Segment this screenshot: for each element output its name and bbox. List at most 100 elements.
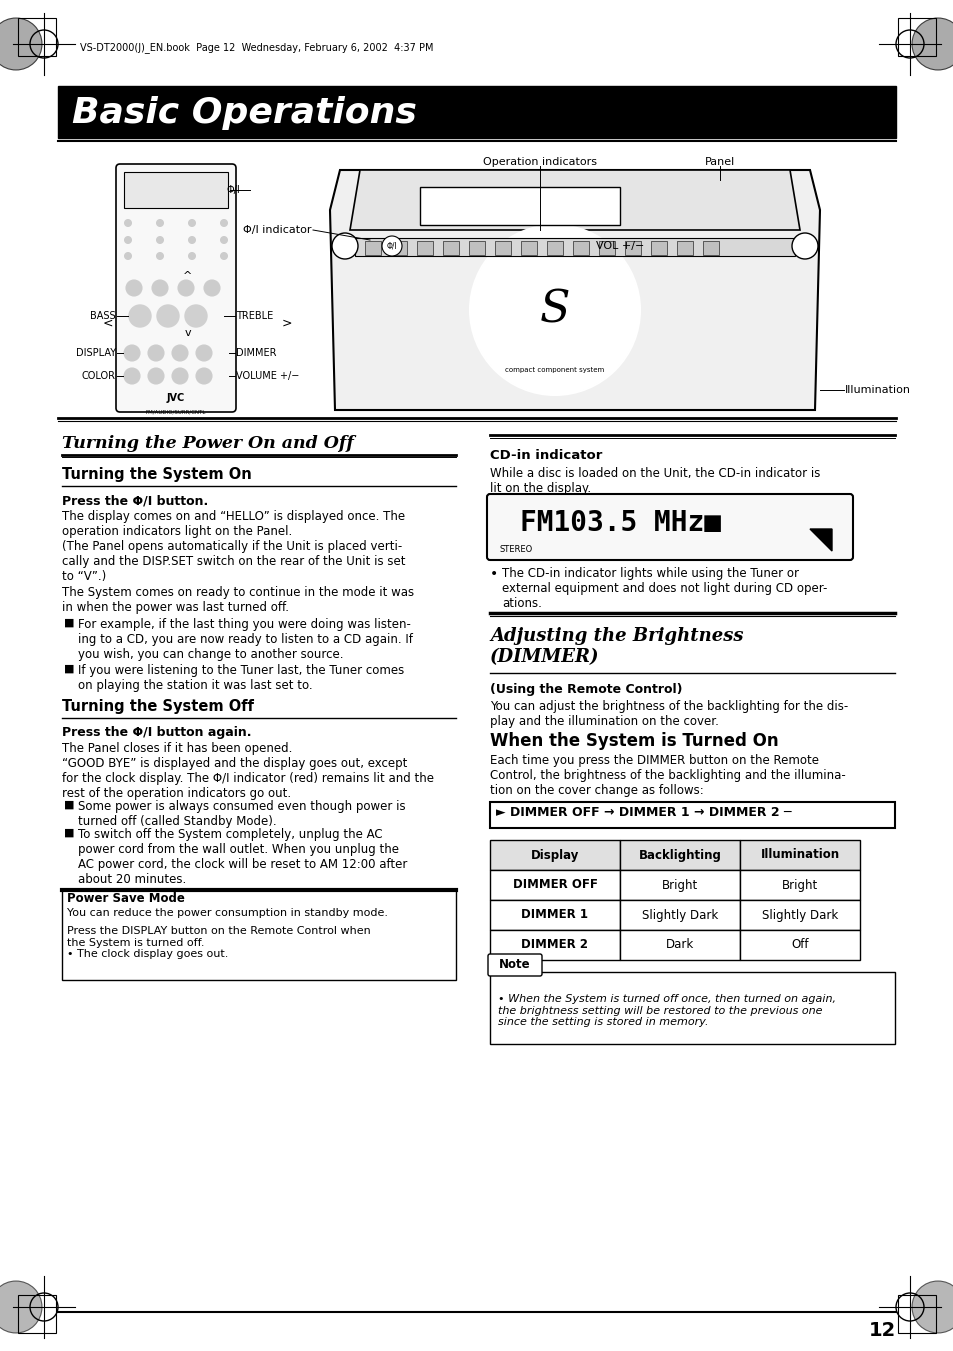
Polygon shape (350, 170, 800, 230)
Text: Turning the Power On and Off: Turning the Power On and Off (62, 435, 354, 453)
Text: STEREO: STEREO (499, 544, 533, 554)
Text: VOL +/−: VOL +/− (596, 240, 643, 251)
Text: <: < (103, 316, 113, 330)
Bar (619, 840, 740, 870)
Bar (416, 240, 433, 255)
Text: Slightly Dark: Slightly Dark (761, 908, 838, 921)
Text: DIMMER: DIMMER (235, 349, 276, 358)
Circle shape (124, 345, 140, 361)
Circle shape (470, 226, 639, 394)
Text: Backlighting: Backlighting (638, 848, 720, 862)
Text: Bright: Bright (781, 878, 818, 892)
Circle shape (152, 280, 168, 296)
Text: While a disc is loaded on the Unit, the CD-in indicator is
lit on the display.: While a disc is loaded on the Unit, the … (490, 467, 820, 494)
Text: Basic Operations: Basic Operations (71, 96, 416, 130)
Bar (419, 186, 619, 226)
Text: The CD-in indicator lights while using the Tuner or
external equipment and does : The CD-in indicator lights while using t… (501, 567, 826, 611)
Circle shape (220, 253, 227, 259)
FancyBboxPatch shape (116, 163, 235, 412)
Bar (740, 929, 859, 961)
Text: Power Save Mode: Power Save Mode (67, 892, 185, 905)
FancyBboxPatch shape (486, 494, 852, 561)
Circle shape (195, 367, 212, 384)
Text: FM/AUDIO/SURR/CNTL: FM/AUDIO/SURR/CNTL (146, 409, 206, 415)
Bar (124, 172, 228, 208)
Text: Φ/I: Φ/I (227, 185, 240, 195)
Bar (677, 240, 692, 255)
Text: TREBLE: TREBLE (235, 311, 273, 322)
Bar (598, 240, 615, 255)
Bar (490, 870, 619, 900)
Text: JVC: JVC (167, 393, 185, 403)
Text: ■: ■ (64, 828, 74, 838)
Bar (490, 802, 894, 828)
Text: Φ/I: Φ/I (386, 242, 397, 250)
Text: Adjusting the Brightness
(DIMMER): Adjusting the Brightness (DIMMER) (490, 627, 742, 666)
Bar (490, 971, 894, 1044)
Text: Panel: Panel (704, 157, 735, 168)
Bar (702, 240, 719, 255)
Circle shape (0, 18, 42, 70)
Circle shape (195, 345, 212, 361)
Circle shape (189, 219, 195, 227)
Text: Display: Display (530, 848, 578, 862)
Text: Each time you press the DIMMER button on the Remote
Control, the brightness of t: Each time you press the DIMMER button on… (490, 754, 845, 797)
Text: DISPLAY: DISPLAY (76, 349, 116, 358)
Bar (740, 840, 859, 870)
Circle shape (126, 280, 142, 296)
Bar (62, 890, 456, 979)
Bar (58, 86, 895, 138)
Circle shape (125, 219, 132, 227)
Bar (469, 240, 484, 255)
Circle shape (911, 18, 953, 70)
Bar (897, 1296, 935, 1333)
Circle shape (156, 219, 163, 227)
Text: CD-in indicator: CD-in indicator (490, 449, 601, 462)
Text: •: • (490, 567, 497, 581)
Text: Press the Φ/I button.: Press the Φ/I button. (62, 494, 208, 507)
Bar (490, 900, 619, 929)
Text: Press the DISPLAY button on the Remote Control when
the System is turned off.
• : Press the DISPLAY button on the Remote C… (67, 925, 371, 959)
Text: Turning the System Off: Turning the System Off (62, 698, 253, 713)
FancyBboxPatch shape (488, 954, 541, 975)
Text: ^: ^ (183, 272, 193, 281)
Text: S: S (539, 288, 570, 331)
Text: Note: Note (498, 958, 530, 971)
Circle shape (172, 345, 188, 361)
Text: DIMMER OFF: DIMMER OFF (512, 878, 597, 892)
Text: VS-DT2000(J)_EN.book  Page 12  Wednesday, February 6, 2002  4:37 PM: VS-DT2000(J)_EN.book Page 12 Wednesday, … (80, 42, 433, 54)
Bar (490, 929, 619, 961)
Circle shape (204, 280, 220, 296)
Text: Illumination: Illumination (844, 385, 910, 394)
Circle shape (156, 253, 163, 259)
Text: >: > (281, 316, 292, 330)
Text: Some power is always consumed even though power is
turned off (called Standby Mo: Some power is always consumed even thoug… (78, 800, 405, 828)
Circle shape (381, 236, 401, 255)
Bar (740, 900, 859, 929)
Text: Bright: Bright (661, 878, 698, 892)
Bar (18, 18, 56, 55)
Text: DIMMER 1: DIMMER 1 (521, 908, 588, 921)
Text: The Panel closes if it has been opened.
“GOOD BYE” is displayed and the display : The Panel closes if it has been opened. … (62, 742, 434, 800)
Circle shape (172, 367, 188, 384)
Text: (Using the Remote Control): (Using the Remote Control) (490, 684, 681, 696)
Circle shape (148, 345, 164, 361)
Circle shape (124, 367, 140, 384)
Polygon shape (330, 170, 820, 409)
Text: v: v (185, 328, 192, 338)
Text: You can adjust the brightness of the backlighting for the dis-
play and the illu: You can adjust the brightness of the bac… (490, 700, 847, 728)
Text: Off: Off (790, 939, 808, 951)
Text: FM103.5 MHz■: FM103.5 MHz■ (519, 509, 720, 536)
Text: Slightly Dark: Slightly Dark (641, 908, 718, 921)
Bar (520, 240, 537, 255)
Text: Operation indicators: Operation indicators (482, 157, 597, 168)
Circle shape (332, 232, 357, 259)
Text: DIMMER 2: DIMMER 2 (521, 939, 588, 951)
Text: ■: ■ (64, 617, 74, 628)
Text: COLOR: COLOR (82, 372, 116, 381)
Text: Press the Φ/I button again.: Press the Φ/I button again. (62, 725, 252, 739)
Bar (619, 929, 740, 961)
Circle shape (125, 253, 132, 259)
Bar (740, 870, 859, 900)
Circle shape (220, 236, 227, 243)
